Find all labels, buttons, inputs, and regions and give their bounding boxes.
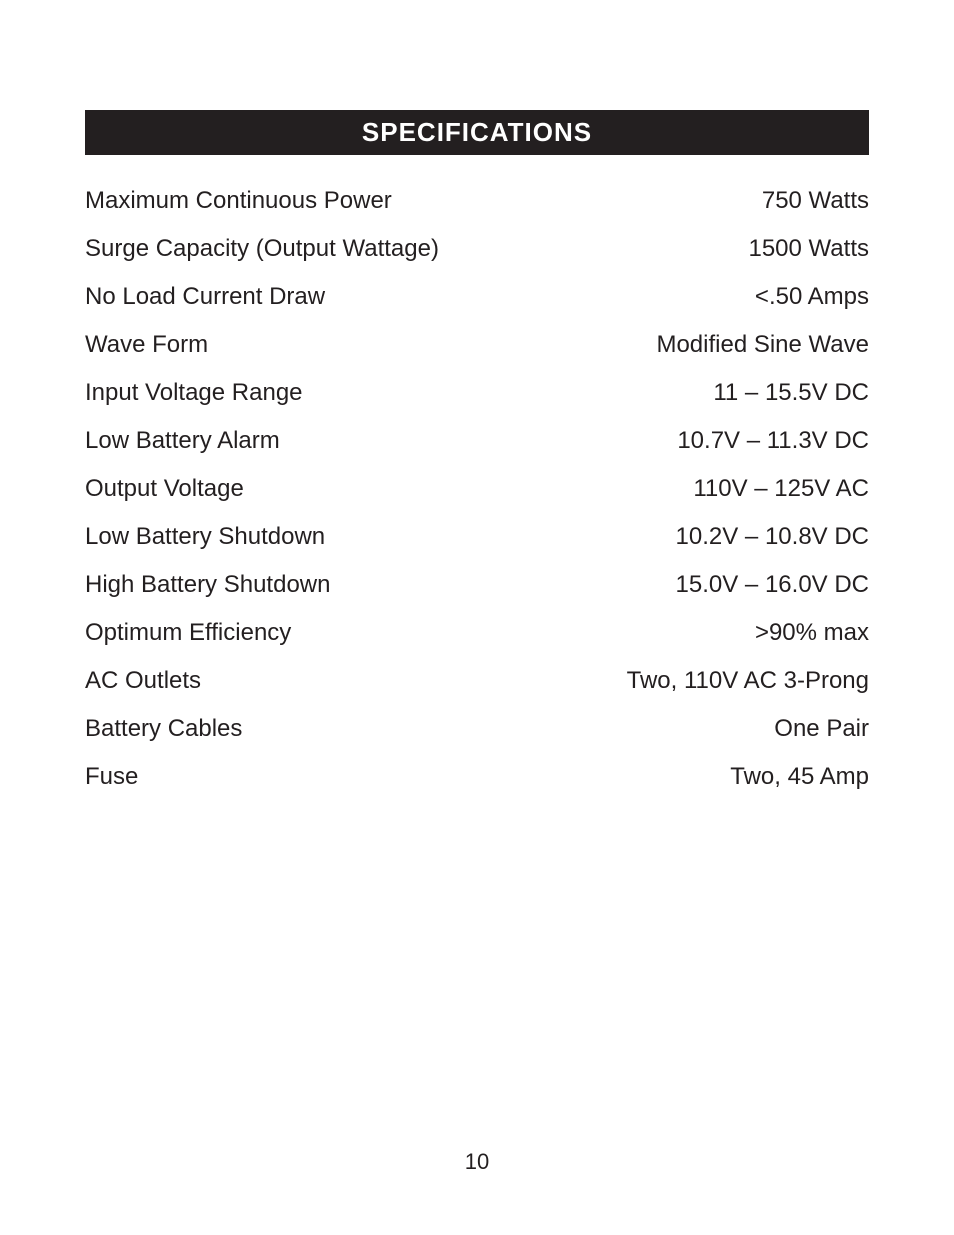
spec-label: AC Outlets bbox=[85, 667, 201, 695]
spec-row: Low Battery Shutdown 10.2V – 10.8V DC bbox=[85, 523, 869, 551]
spec-row: Wave Form Modified Sine Wave bbox=[85, 331, 869, 359]
spec-value: 11 – 15.5V DC bbox=[713, 379, 869, 407]
section-header: SPECIFICATIONS bbox=[85, 110, 869, 155]
spec-value: 10.2V – 10.8V DC bbox=[676, 523, 869, 551]
spec-label: Optimum Efficiency bbox=[85, 619, 291, 647]
specifications-list: Maximum Continuous Power 750 Watts Surge… bbox=[85, 187, 869, 791]
spec-label: High Battery Shutdown bbox=[85, 571, 330, 599]
spec-row: Surge Capacity (Output Wattage) 1500 Wat… bbox=[85, 235, 869, 263]
spec-row: Maximum Continuous Power 750 Watts bbox=[85, 187, 869, 215]
spec-row: No Load Current Draw <.50 Amps bbox=[85, 283, 869, 311]
spec-value: Two, 45 Amp bbox=[730, 763, 869, 791]
spec-label: Wave Form bbox=[85, 331, 208, 359]
spec-label: No Load Current Draw bbox=[85, 283, 325, 311]
spec-label: Output Voltage bbox=[85, 475, 244, 503]
spec-row: Battery Cables One Pair bbox=[85, 715, 869, 743]
spec-value: Modified Sine Wave bbox=[656, 331, 869, 359]
spec-row: High Battery Shutdown 15.0V – 16.0V DC bbox=[85, 571, 869, 599]
spec-value: 15.0V – 16.0V DC bbox=[676, 571, 869, 599]
spec-value: Two, 110V AC 3-Prong bbox=[627, 667, 869, 695]
spec-label: Fuse bbox=[85, 763, 138, 791]
spec-value: 10.7V – 11.3V DC bbox=[677, 427, 869, 455]
page-number: 10 bbox=[0, 1149, 954, 1175]
spec-label: Surge Capacity (Output Wattage) bbox=[85, 235, 439, 263]
spec-row: Fuse Two, 45 Amp bbox=[85, 763, 869, 791]
spec-label: Input Voltage Range bbox=[85, 379, 303, 407]
spec-value: 750 Watts bbox=[762, 187, 869, 215]
spec-row: Optimum Efficiency >90% max bbox=[85, 619, 869, 647]
spec-row: Output Voltage 110V – 125V AC bbox=[85, 475, 869, 503]
spec-value: One Pair bbox=[774, 715, 869, 743]
spec-label: Low Battery Shutdown bbox=[85, 523, 325, 551]
spec-label: Battery Cables bbox=[85, 715, 242, 743]
spec-row: AC Outlets Two, 110V AC 3-Prong bbox=[85, 667, 869, 695]
spec-value: 110V – 125V AC bbox=[693, 475, 869, 503]
spec-value: <.50 Amps bbox=[755, 283, 869, 311]
spec-row: Input Voltage Range 11 – 15.5V DC bbox=[85, 379, 869, 407]
spec-value: >90% max bbox=[755, 619, 869, 647]
spec-label: Low Battery Alarm bbox=[85, 427, 280, 455]
spec-label: Maximum Continuous Power bbox=[85, 187, 392, 215]
spec-value: 1500 Watts bbox=[748, 235, 869, 263]
header-title: SPECIFICATIONS bbox=[362, 117, 592, 147]
spec-row: Low Battery Alarm 10.7V – 11.3V DC bbox=[85, 427, 869, 455]
